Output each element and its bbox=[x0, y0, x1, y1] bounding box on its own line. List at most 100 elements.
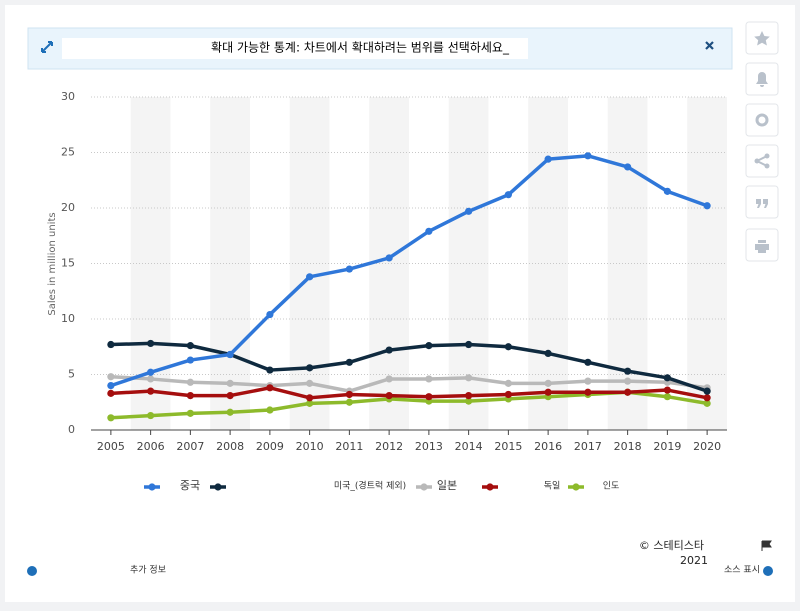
data-point bbox=[544, 349, 552, 358]
show-source[interactable]: 소스 표시 bbox=[724, 565, 760, 576]
info-icon[interactable] bbox=[27, 566, 37, 576]
data-point bbox=[584, 388, 592, 396]
y-tick-label: 20 bbox=[61, 201, 75, 214]
y-tick-label: 10 bbox=[61, 312, 75, 325]
data-point bbox=[107, 389, 115, 397]
share-button[interactable] bbox=[745, 144, 779, 178]
legend-marker bbox=[572, 483, 580, 491]
data-point bbox=[266, 384, 274, 392]
data-point bbox=[345, 265, 353, 273]
data-point bbox=[266, 366, 274, 374]
data-point bbox=[306, 394, 314, 402]
copyright: © 스테티스타 bbox=[639, 539, 704, 552]
data-point bbox=[306, 273, 314, 281]
legend-marker bbox=[214, 483, 222, 491]
legend-label: 미국_(경트럭 제외) bbox=[334, 480, 406, 492]
y-tick-label: 0 bbox=[68, 423, 75, 436]
column-band bbox=[369, 97, 409, 430]
y-tick-label: 25 bbox=[61, 146, 75, 159]
data-point bbox=[504, 379, 512, 387]
series-line bbox=[110, 386, 708, 400]
expand-icon[interactable] bbox=[41, 41, 53, 53]
data-point bbox=[425, 375, 433, 383]
data-point bbox=[703, 387, 711, 395]
data-point bbox=[107, 340, 115, 349]
y-tick-label: 5 bbox=[68, 368, 75, 381]
column-band bbox=[528, 97, 568, 430]
legend-item: 미국_(경트럭 제외) bbox=[210, 480, 406, 492]
data-point bbox=[425, 342, 433, 350]
data-point bbox=[663, 386, 671, 394]
data-point bbox=[624, 163, 632, 171]
plot: 0 5 10 15 20 25 30 2005 2006 2007 2008 2009 2010 2011… bbox=[61, 90, 727, 453]
data-point bbox=[345, 358, 353, 366]
data-point bbox=[425, 393, 433, 401]
x-tick-label: 2009 bbox=[256, 440, 284, 453]
star-icon bbox=[754, 31, 770, 46]
print-icon bbox=[755, 240, 769, 253]
data-point bbox=[107, 382, 115, 390]
banner-box bbox=[62, 38, 528, 59]
column-band bbox=[210, 97, 250, 430]
legend-marker bbox=[486, 483, 494, 491]
data-point bbox=[624, 388, 632, 396]
quote-icon bbox=[756, 199, 768, 208]
data-point bbox=[504, 390, 512, 399]
data-point bbox=[544, 155, 552, 163]
data-point bbox=[584, 377, 592, 385]
legend-item: 일본 bbox=[416, 478, 457, 492]
series-line bbox=[110, 154, 708, 388]
legend-label: 독일 bbox=[544, 481, 561, 492]
data-point bbox=[465, 397, 473, 405]
data-point bbox=[544, 388, 552, 396]
flag-icon[interactable] bbox=[761, 540, 772, 551]
bell-icon bbox=[756, 72, 768, 87]
x-tick-label: 2011 bbox=[335, 440, 363, 453]
data-point bbox=[425, 227, 433, 235]
data-point bbox=[504, 191, 512, 199]
x-tick-label: 2005 bbox=[97, 440, 125, 453]
data-point bbox=[226, 350, 234, 359]
data-point bbox=[663, 393, 671, 401]
x-tick-label: 2014 bbox=[455, 440, 483, 453]
data-point bbox=[385, 375, 393, 383]
data-point bbox=[186, 356, 194, 364]
data-point bbox=[624, 377, 632, 385]
x-tick-label: 2007 bbox=[176, 440, 204, 453]
settings-button[interactable] bbox=[745, 103, 779, 137]
legend-label: 일본 bbox=[437, 478, 457, 492]
data-point bbox=[624, 367, 632, 375]
x-tick-label: 2013 bbox=[415, 440, 443, 453]
data-point bbox=[345, 390, 353, 399]
data-point bbox=[465, 207, 473, 215]
y-axis-label: Sales in million units bbox=[47, 212, 58, 315]
data-point bbox=[147, 368, 155, 376]
sidebar bbox=[745, 21, 779, 262]
data-point bbox=[147, 339, 155, 348]
data-point bbox=[226, 408, 234, 416]
cite-button[interactable] bbox=[745, 185, 779, 219]
more-info[interactable]: 추가 정보 bbox=[130, 565, 166, 576]
y-tick-label: 30 bbox=[61, 90, 75, 103]
data-point bbox=[465, 391, 473, 400]
data-point bbox=[186, 342, 194, 350]
data-point bbox=[306, 399, 314, 407]
close-icon[interactable] bbox=[705, 41, 714, 50]
legend-marker bbox=[148, 483, 156, 491]
source-icon[interactable] bbox=[763, 566, 773, 576]
data-point bbox=[703, 394, 711, 402]
data-point bbox=[147, 411, 155, 420]
data-point bbox=[107, 373, 115, 381]
x-tick-label: 2016 bbox=[534, 440, 562, 453]
data-point bbox=[266, 406, 274, 414]
data-point bbox=[703, 202, 711, 210]
x-tick-label: 2017 bbox=[574, 440, 602, 453]
data-point bbox=[226, 391, 234, 400]
legend-item: 인도 bbox=[568, 481, 619, 492]
data-point bbox=[465, 340, 473, 349]
data-point bbox=[385, 254, 393, 262]
x-tick-label: 2010 bbox=[296, 440, 324, 453]
data-point bbox=[504, 343, 512, 351]
x-tick-label: 2019 bbox=[653, 440, 681, 453]
